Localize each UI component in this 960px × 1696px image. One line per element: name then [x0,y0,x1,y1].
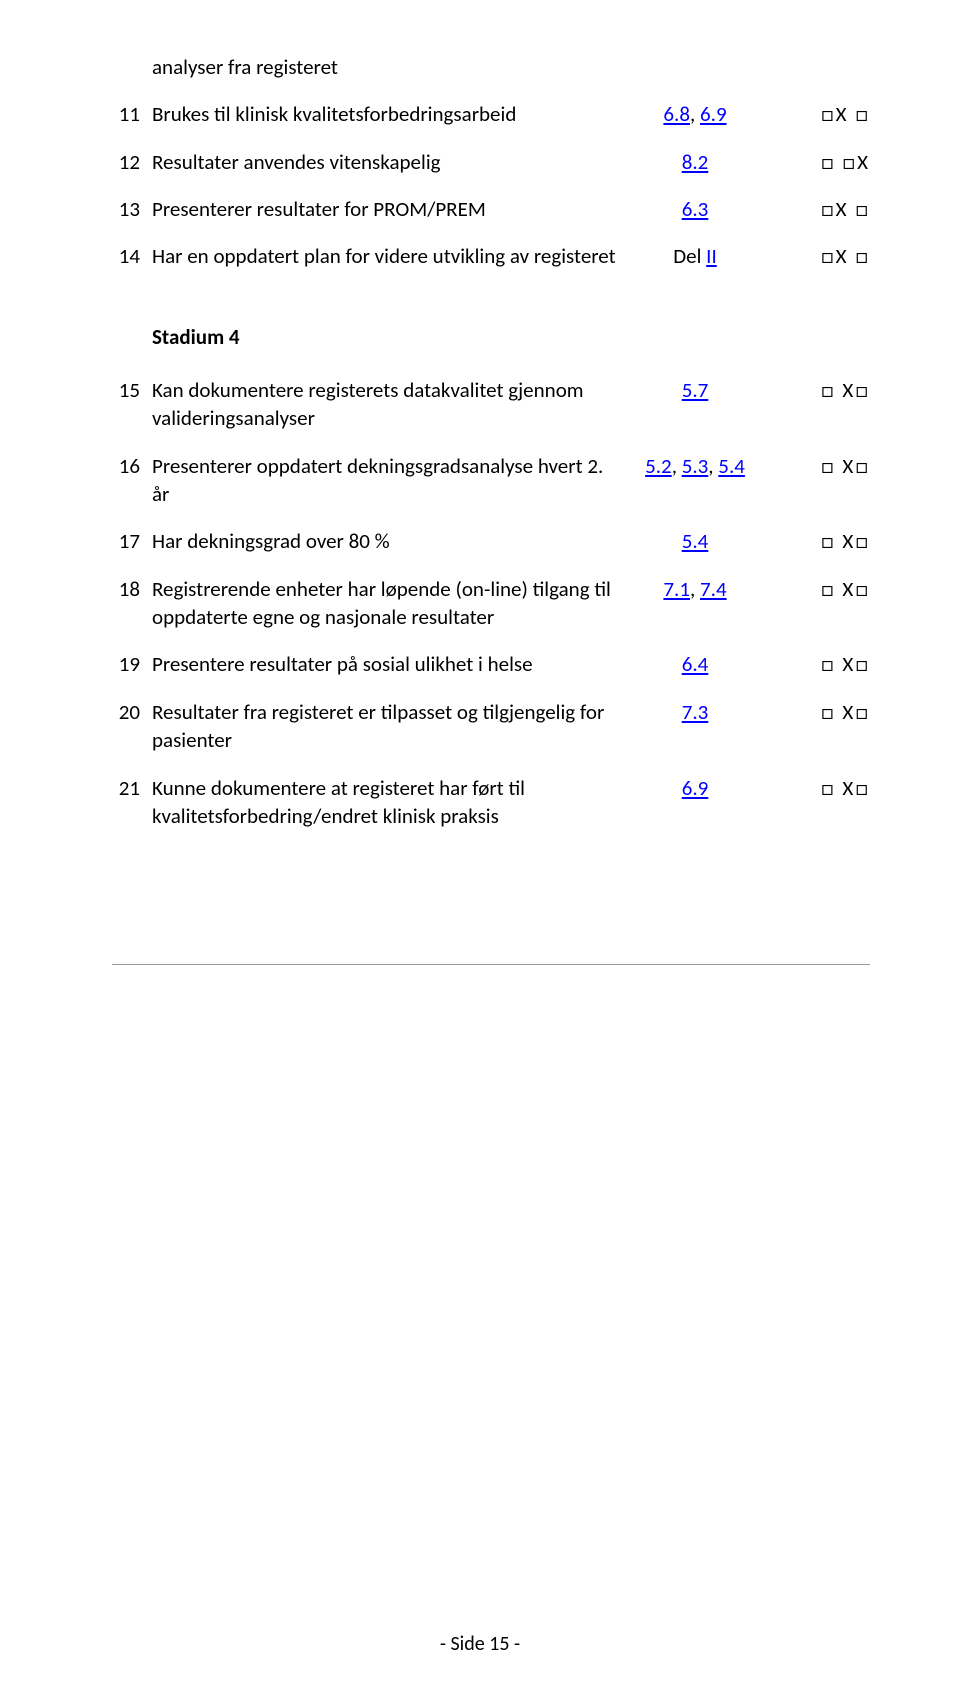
page-footer: - Side 15 - [0,1632,960,1656]
row-checkboxes: □ X□ [760,698,870,726]
row-number: 15 [112,376,152,404]
row-reference: Del II [630,242,760,270]
reference-link[interactable]: 6.9 [700,101,727,127]
row-description: Presenterer resultater for PROM/PREM [152,195,630,223]
row-checkboxes: □ □X [760,148,870,176]
reference-link[interactable]: 5.2 [645,453,672,479]
row-description: Har en oppdatert plan for videre utvikli… [152,242,630,270]
row-reference: 6.3 [630,195,760,223]
row-checkboxes: □X □ [760,242,870,270]
row-number: 14 [112,242,152,270]
reference-link[interactable]: 6.8 [663,101,690,127]
reference-link[interactable]: 7.1 [663,576,690,602]
row-reference: 7.3 [630,698,760,726]
row-description: Kan dokumentere registerets datakvalitet… [152,376,630,433]
reference-separator: , [672,453,682,479]
table-row: 13Presenterer resultater for PROM/PREM 6.… [112,190,870,237]
reference-link[interactable]: 6.9 [682,775,709,801]
reference-link[interactable]: 6.3 [682,196,709,222]
row-checkboxes: □ X□ [760,575,870,603]
reference-link[interactable]: 8.2 [682,149,709,175]
row-checkboxes: □ X□ [760,527,870,555]
table-row: 11Brukes til klinisk kvalitetsforbedring… [112,95,870,142]
row-number: 18 [112,575,152,603]
row-description: Brukes til klinisk kvalitetsforbedringsa… [152,100,630,128]
row-description: Kunne dokumentere at registeret har ført… [152,774,630,831]
reference-separator: , [690,101,700,127]
table-block-1: . analyser fra registeret 11Brukes til k… [112,48,870,285]
reference-link[interactable]: 5.4 [718,453,745,479]
row-checkboxes: □ X□ [760,452,870,480]
document-body: . analyser fra registeret 11Brukes til k… [112,48,870,965]
row-checkboxes: □ X□ [760,774,870,802]
table-row: 12Resultater anvendes vitenskapelig 8.2 □ … [112,143,870,190]
reference-link[interactable]: 5.7 [682,377,709,403]
reference-link[interactable]: 5.3 [682,453,709,479]
reference-prefix: Del [673,243,706,269]
row-description: Resultater anvendes vitenskapelig [152,148,630,176]
reference-separator: , [690,576,700,602]
table-block-2: 15Kan dokumentere registerets datakvalit… [112,371,870,844]
row-description: Registrerende enheter har løpende (on-li… [152,575,630,632]
table-row: 17Har dekningsgrad over 80 % 5.4 □ X□ [112,522,870,569]
row-description: Har dekningsgrad over 80 % [152,527,630,555]
table-row: 21Kunne dokumentere at registeret har fø… [112,769,870,845]
table-row: 19Presentere resultater på sosial ulikhe… [112,645,870,692]
row-number: 12 [112,148,152,176]
row-number: 21 [112,774,152,802]
row-reference: 6.4 [630,650,760,678]
row-number: 17 [112,527,152,555]
row-reference: 5.2, 5.3, 5.4 [630,452,760,480]
row-checkboxes: □ X□ [760,376,870,404]
table-row: 16Presenterer oppdatert dekningsgradsana… [112,447,870,523]
row-description: Presentere resultater på sosial ulikhet … [152,650,630,678]
reference-link[interactable]: 7.3 [682,699,709,725]
row-reference: 6.8, 6.9 [630,100,760,128]
reference-link[interactable]: 6.4 [682,651,709,677]
row-number: 13 [112,195,152,223]
reference-separator: , [708,453,718,479]
horizontal-rule [112,964,870,965]
row-reference: 8.2 [630,148,760,176]
reference-link[interactable]: 5.4 [682,528,709,554]
table-row: 14Har en oppdatert plan for videre utvik… [112,237,870,284]
row-description: analyser fra registeret [152,53,630,81]
row-reference: 7.1, 7.4 [630,575,760,603]
row-description: Resultater fra registeret er tilpasset o… [152,698,630,755]
row-number: 11 [112,100,152,128]
row-checkboxes: □X □ [760,195,870,223]
row-reference: 6.9 [630,774,760,802]
row-number: 16 [112,452,152,480]
row-number: 19 [112,650,152,678]
reference-link[interactable]: II [706,243,717,269]
table-row: 18Registrerende enheter har løpende (on-… [112,570,870,646]
table-row: . analyser fra registeret [112,48,870,95]
row-reference: 5.4 [630,527,760,555]
section-heading: Stadium 4 [112,285,870,371]
row-description: Presenterer oppdatert dekningsgradsanaly… [152,452,630,509]
row-number: 20 [112,698,152,726]
table-row: 15Kan dokumentere registerets datakvalit… [112,371,870,447]
table-row: 20Resultater fra registeret er tilpasset… [112,693,870,769]
row-checkboxes: □ X□ [760,650,870,678]
reference-link[interactable]: 7.4 [700,576,727,602]
row-reference: 5.7 [630,376,760,404]
row-checkboxes: □X □ [760,100,870,128]
